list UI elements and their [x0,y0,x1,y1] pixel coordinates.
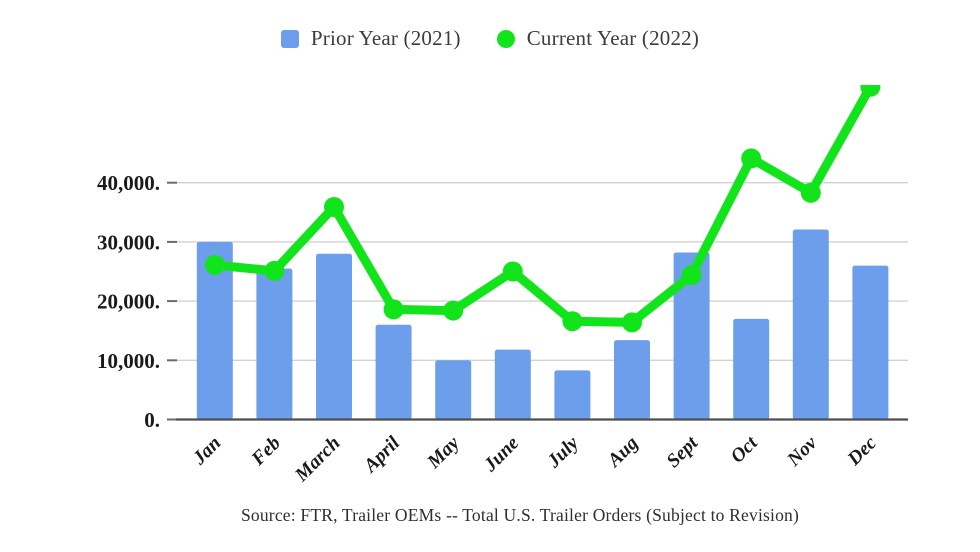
x-axis-label-feb: Feb [247,433,285,471]
bar-oct [733,318,770,420]
x-axis-label-july: July [543,432,583,472]
bar-nov [792,229,829,420]
line-marker-april [383,299,404,320]
line-marker-july [562,311,583,332]
bar-jan [196,241,233,420]
bar-april [375,324,412,420]
legend-label-current-year: Current Year (2022) [526,26,700,50]
x-axis-label-aug: Aug [603,433,643,473]
bar-sept [673,252,710,420]
line-marker-nov [800,182,821,203]
y-axis-label: 40,000. [97,171,160,195]
line-marker-may [443,300,464,321]
x-axis-label-may: May [423,432,464,473]
bar-june [494,349,531,420]
line-marker-jan [204,254,225,275]
x-axis-label-june: June [479,432,523,476]
bar-march [316,253,352,420]
line-marker-sept [681,265,702,286]
line-marker-aug [622,312,642,333]
bar-may [435,360,472,420]
bar-aug [614,340,650,420]
chart-legend: Prior Year (2021) Current Year (2022) [0,26,980,51]
source-note: Source: FTR, Trailer OEMs -- Total U.S. … [240,505,800,525]
x-axis-label-april: April [359,432,405,478]
line-marker-feb [264,260,285,281]
line-marker-oct [741,148,762,169]
bar-july [554,370,591,420]
line-path [214,85,875,327]
line-marker-dec [860,85,881,97]
legend-label-prior-year: Prior Year (2021) [310,26,461,50]
x-axis-label-nov: Nov [783,432,822,471]
bar-dec [852,265,889,420]
x-axis-label-jan: Jan [188,433,225,470]
bar-feb [256,268,293,420]
prior-year-swatch-icon [280,29,299,48]
y-axis-label: 0. [144,408,160,432]
y-axis-label: 10,000. [97,349,160,373]
x-axis-label-oct: Oct [727,432,762,467]
line-marker-march [324,196,344,217]
legend-item-current-year: Current Year (2022) [496,26,700,51]
y-axis-label: 20,000. [97,290,160,314]
current-year-swatch-icon [496,29,515,48]
x-axis-label-march: March [291,433,345,487]
current-year-line-series [204,85,881,333]
y-axis-label: 30,000. [97,230,160,254]
line-marker-june [502,261,523,282]
x-axis-label-sept: Sept [663,432,703,472]
x-axis-label-dec: Dec [843,432,881,470]
legend-item-prior-year: Prior Year (2021) [280,26,461,51]
